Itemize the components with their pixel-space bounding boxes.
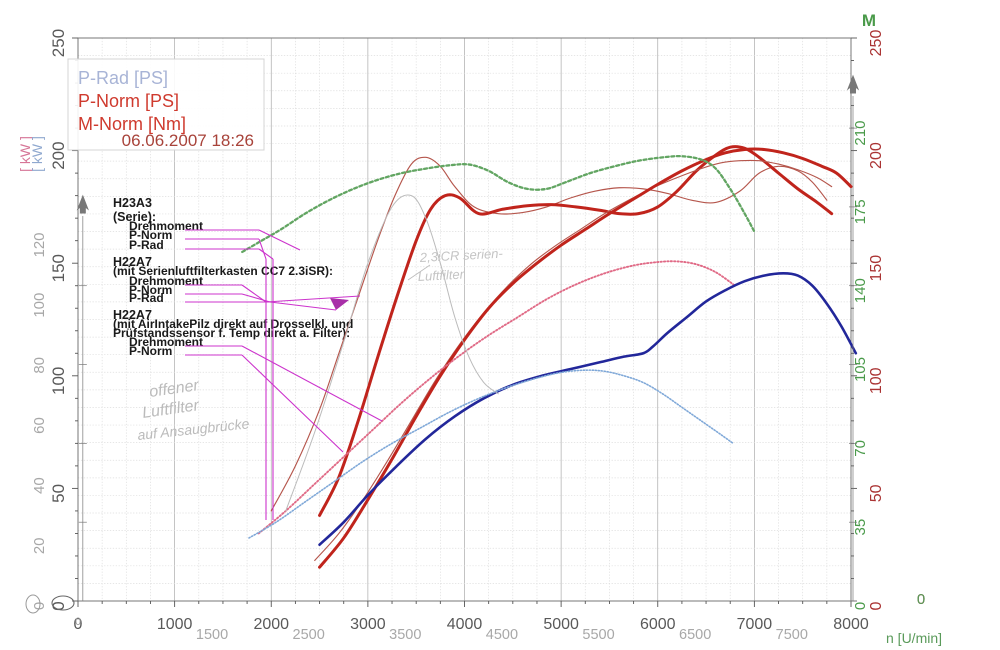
svg-text:100: 100 [868, 367, 885, 394]
svg-text:6500: 6500 [679, 627, 711, 643]
svg-text:60: 60 [31, 417, 48, 434]
svg-text:1000: 1000 [157, 616, 193, 633]
svg-text:P-Rad: P-Rad [129, 238, 164, 252]
svg-text:[ kW ]: [ kW ] [29, 136, 45, 172]
svg-text:H23A3: H23A3 [113, 196, 152, 210]
svg-text:n [U/min]: n [U/min] [886, 630, 942, 646]
svg-text:7000: 7000 [737, 616, 773, 633]
svg-text:140: 140 [852, 278, 869, 303]
svg-text:1500: 1500 [196, 627, 228, 643]
svg-text:250: 250 [49, 29, 68, 57]
svg-text:50: 50 [49, 484, 68, 503]
svg-text:7500: 7500 [776, 627, 808, 643]
svg-text:120: 120 [31, 232, 48, 257]
svg-text:3500: 3500 [389, 627, 421, 643]
svg-text:0: 0 [917, 591, 925, 608]
svg-text:6000: 6000 [640, 616, 676, 633]
svg-text:8000: 8000 [833, 616, 869, 633]
svg-text:80: 80 [31, 357, 48, 374]
svg-text:150: 150 [868, 255, 885, 282]
svg-text:0: 0 [75, 616, 81, 628]
svg-text:105: 105 [852, 357, 869, 382]
svg-text:0: 0 [852, 602, 869, 610]
svg-text:100: 100 [49, 367, 68, 395]
svg-text:4000: 4000 [447, 616, 483, 633]
svg-text:40: 40 [31, 477, 48, 494]
svg-text:P-Norm [PS]: P-Norm [PS] [78, 91, 179, 111]
svg-text:2000: 2000 [253, 616, 289, 633]
svg-text:20: 20 [31, 537, 48, 554]
svg-text:210: 210 [852, 121, 869, 146]
svg-text:2500: 2500 [293, 627, 325, 643]
svg-text:5500: 5500 [582, 627, 614, 643]
svg-text:P-Rad [PS]: P-Rad [PS] [78, 68, 168, 88]
svg-text:200: 200 [868, 142, 885, 169]
svg-text:70: 70 [852, 440, 869, 457]
svg-text:250: 250 [868, 30, 885, 57]
svg-text:50: 50 [868, 484, 885, 502]
svg-text:5000: 5000 [543, 616, 579, 633]
svg-text:4500: 4500 [486, 627, 518, 643]
svg-text:200: 200 [49, 141, 68, 169]
svg-text:P-Rad: P-Rad [129, 291, 164, 305]
svg-text:P-Norm: P-Norm [129, 344, 172, 358]
svg-text:06.06.2007 18:26: 06.06.2007 18:26 [122, 131, 254, 150]
svg-text:150: 150 [49, 254, 68, 282]
svg-text:3000: 3000 [350, 616, 386, 633]
svg-text:100: 100 [31, 293, 48, 318]
svg-text:M: M [862, 11, 876, 30]
svg-text:0: 0 [868, 601, 885, 610]
svg-text:35: 35 [852, 519, 869, 536]
svg-text:175: 175 [852, 199, 869, 224]
